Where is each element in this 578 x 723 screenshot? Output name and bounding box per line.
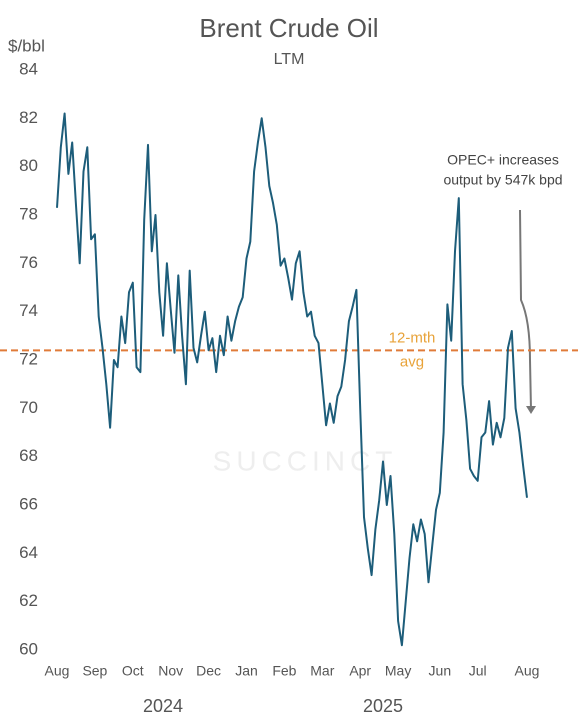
x-tick-label: Mar xyxy=(310,663,334,679)
x-tick-label: Aug xyxy=(515,663,540,679)
y-tick-label: 70 xyxy=(19,398,38,417)
y-tick-label: 60 xyxy=(19,639,38,658)
y-tick-label: 72 xyxy=(19,349,38,368)
chart-subtitle: LTM xyxy=(274,51,305,68)
x-tick-label: Jun xyxy=(429,663,452,679)
x-tick-label: Feb xyxy=(272,663,296,679)
price-line xyxy=(56,112,528,647)
y-tick-label: 66 xyxy=(19,494,38,513)
y-tick-label: 80 xyxy=(19,156,38,175)
x-tick-label: Oct xyxy=(122,663,144,679)
watermark: SUCCINCT xyxy=(213,445,398,476)
y-tick-label: 68 xyxy=(19,446,38,465)
annotation-arrow xyxy=(519,209,532,411)
annotation-arrowhead xyxy=(526,406,536,414)
x-tick-label: May xyxy=(385,663,411,679)
chart-title: Brent Crude Oil xyxy=(199,13,378,43)
year-label: 2024 xyxy=(143,696,183,716)
y-tick-label: 64 xyxy=(19,543,38,562)
y-tick-label: 84 xyxy=(19,59,38,78)
y-tick-label: 76 xyxy=(19,253,38,272)
annotation: OPEC+ increases xyxy=(447,152,559,168)
annotation: output by 547k bpd xyxy=(443,172,562,188)
x-tick-label: Apr xyxy=(349,663,371,679)
x-tick-label: Sep xyxy=(82,663,107,679)
x-tick-label: Aug xyxy=(45,663,70,679)
y-tick-label: 62 xyxy=(19,591,38,610)
x-tick-label: Dec xyxy=(196,663,221,679)
y-axis-label: $/bbl xyxy=(8,36,45,55)
x-tick-label: Nov xyxy=(158,663,183,679)
year-label: 2025 xyxy=(363,696,403,716)
x-tick-label: Jul xyxy=(469,663,487,679)
y-tick-label: 78 xyxy=(19,204,38,223)
average-label: avg xyxy=(400,353,424,370)
y-tick-label: 74 xyxy=(19,301,38,320)
y-tick-label: 82 xyxy=(19,108,38,127)
average-label: 12-mth xyxy=(389,329,436,346)
x-tick-label: Jan xyxy=(235,663,258,679)
